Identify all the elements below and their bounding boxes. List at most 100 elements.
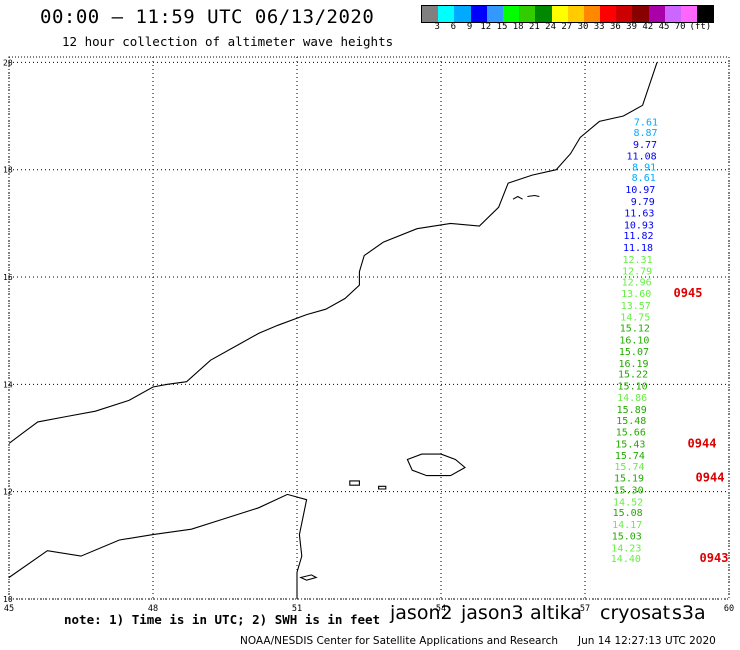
lat-tick-label: 16 [3, 273, 13, 282]
wave-height-label: 14.86 [617, 393, 647, 404]
mission-altika: altika [530, 602, 582, 624]
legend-label: 33 [593, 22, 605, 32]
map-frame [8, 56, 730, 600]
mission-jason2: jason2 [390, 602, 453, 624]
wave-height-label: 15.12 [620, 323, 650, 334]
color-legend [421, 5, 715, 23]
island-kuria-muria [512, 195, 523, 200]
lon-tick-label: 51 [292, 604, 302, 614]
legend-swatch [632, 6, 649, 22]
legend-swatch [519, 6, 536, 22]
island-small [378, 485, 387, 490]
wave-height-label: 12.79 [622, 267, 652, 278]
lat-tick-label: 10 [3, 595, 13, 604]
legend-label: 6 [450, 22, 457, 32]
legend-swatch [535, 6, 552, 22]
lon-tick-label: 45 [4, 604, 14, 614]
wave-height-label: 15.66 [616, 428, 646, 439]
coastline [8, 62, 658, 599]
wave-height-label: 16.19 [618, 359, 648, 370]
legend-swatch [454, 6, 471, 22]
lon-tick-label: 48 [148, 604, 158, 614]
wave-height-label: 8.61 [632, 173, 656, 184]
legend-label: 15 [496, 22, 508, 32]
wave-height-label: 10.97 [625, 185, 655, 196]
footer-note: note: 1) Time is in UTC; 2) SWH is in fe… [64, 612, 381, 627]
wave-height-observations: 7.618.879.7711.088.918.6110.979.7911.631… [611, 117, 729, 565]
legend-label: 36 [609, 22, 621, 32]
island-kuria-muria [527, 194, 540, 198]
wave-height-label: 11.08 [627, 152, 657, 163]
legend-label: 24 [545, 22, 557, 32]
wave-height-label: 15.74 [614, 462, 644, 473]
lat-tick-label: 20 [3, 58, 13, 67]
lat-tick-label: 14 [3, 380, 13, 389]
legend-label: 39 [626, 22, 638, 32]
wave-height-label: 16.10 [619, 335, 649, 346]
legend-label: 12 [480, 22, 492, 32]
wave-height-label: 15.07 [619, 347, 649, 358]
coast-arabia [8, 62, 658, 444]
legend-label: 30 [577, 22, 589, 32]
wave-height-label: 14.23 [611, 543, 641, 554]
legend-label: 21 [528, 22, 540, 32]
island-abd-al-kuri [349, 480, 360, 486]
wave-height-label: 15.10 [618, 381, 648, 392]
wave-height-label: 7.61 [634, 117, 658, 128]
legend-swatch [551, 6, 568, 22]
legend-unit: (ft) [689, 22, 712, 32]
legend-swatch [583, 6, 601, 22]
legend-label: 42 [642, 22, 654, 32]
mission-jason3: jason3 [461, 602, 524, 624]
wave-height-label: 15.89 [617, 405, 647, 416]
wave-height-label: 14.40 [611, 554, 641, 565]
lat-lon-grid [8, 56, 730, 600]
wave-height-label: 15.74 [615, 451, 645, 462]
lat-tick-label: 12 [3, 488, 13, 497]
island-socotra [406, 453, 466, 477]
wave-height-label: 13.60 [621, 289, 651, 300]
wave-height-label: 12.96 [622, 277, 652, 288]
mission-cryosat: cryosat [600, 602, 671, 624]
legend-label: 70 [674, 22, 686, 32]
legend-swatch [664, 6, 681, 22]
legend-swatch [486, 6, 503, 22]
legend-swatch [648, 6, 665, 22]
pass-time-label: 0945 [674, 286, 703, 300]
legend-label: 45 [658, 22, 670, 32]
legend-swatch [567, 6, 584, 22]
lon-tick-label: 60 [724, 604, 734, 614]
legend-label: 27 [561, 22, 573, 32]
legend-label: 9 [466, 22, 473, 32]
lon-tick-label: 57 [580, 604, 590, 614]
legend-swatch [502, 6, 520, 22]
wave-height-label: 8.91 [632, 162, 656, 173]
wave-height-label: 11.18 [623, 243, 653, 254]
wave-height-label: 9.77 [633, 140, 657, 151]
wave-height-label: 15.30 [613, 486, 643, 497]
wave-height-label: 15.19 [614, 474, 644, 485]
wave-height-label: 15.48 [616, 416, 646, 427]
color-legend-labels: 3 6 9 12 15 18 21 24 27 30 33 36 39 42 45 70 (ft) [421, 22, 740, 34]
legend-swatch [422, 6, 439, 22]
wave-height-label: 11.82 [623, 231, 653, 242]
pass-time-label: 0943 [700, 551, 729, 565]
lon-tick-label: 54 [436, 604, 446, 614]
pass-time-label: 0944 [696, 471, 725, 485]
headland-hafun [299, 574, 318, 581]
legend-swatch [470, 6, 487, 22]
coast-somalia [8, 493, 308, 599]
wave-height-label: 13.57 [621, 301, 651, 312]
wave-height-label: 14.52 [613, 497, 643, 508]
credit-line: NOAA/NESDIS Center for Satellite Applica… [240, 635, 558, 647]
legend-swatch [600, 6, 617, 22]
wave-height-label: 14.17 [612, 520, 642, 531]
legend-swatch [438, 6, 455, 22]
legend-swatch [616, 6, 633, 22]
axis-tick-labels: 45 48 51 54 57 60 20 18 16 14 12 10 [3, 58, 734, 614]
generation-timestamp: Jun 14 12:27:13 UTC 2020 [578, 635, 716, 647]
wave-height-label: 8.87 [633, 128, 657, 139]
wave-height-label: 11.63 [624, 209, 654, 220]
pass-time-label: 0944 [688, 436, 717, 450]
